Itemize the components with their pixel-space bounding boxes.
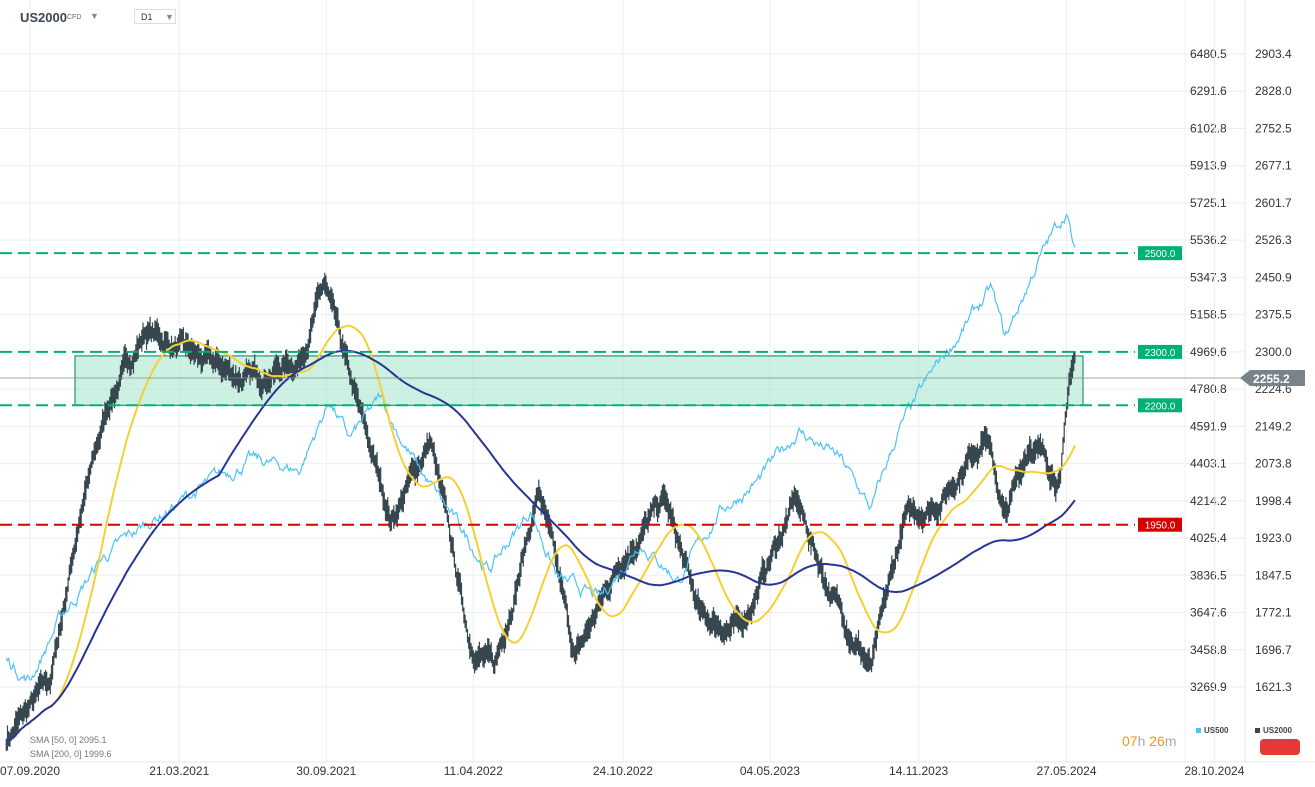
- right-axis-tick: 2752.5: [1255, 121, 1292, 135]
- symbol-type: CFD: [67, 14, 82, 21]
- x-axis-tick: 04.05.2023: [740, 764, 800, 778]
- right-axis-tick: 2903.4: [1255, 47, 1292, 61]
- left-axis-tick: 3647.6: [1190, 606, 1227, 620]
- left-axis-tick: 4214.2: [1190, 494, 1227, 508]
- symbol-name[interactable]: US2000: [20, 10, 67, 25]
- sma50-legend[interactable]: SMA [50, 0] 2095.1: [30, 735, 107, 745]
- left-axis-tick: 5347.3: [1190, 270, 1227, 284]
- level-label: 2200.0: [1145, 401, 1176, 412]
- level-label: 1950.0: [1145, 521, 1176, 532]
- left-axis-tick: 4780.8: [1190, 382, 1227, 396]
- level-label: 2300.0: [1145, 348, 1176, 359]
- left-axis-tick: 6102.8: [1190, 121, 1227, 135]
- left-axis-tick: 6480.5: [1190, 47, 1227, 61]
- chart-header: US2000 CFD ▼ D1 ▼: [0, 0, 1315, 32]
- legend-us2000[interactable]: US2000: [1255, 726, 1292, 735]
- left-axis-tick: 3836.5: [1190, 568, 1227, 582]
- left-axis-tick: 4025.4: [1190, 531, 1227, 545]
- level-badge: [1138, 398, 1182, 413]
- level-badge: [1138, 517, 1182, 532]
- right-axis-tick: 2601.7: [1255, 196, 1292, 210]
- x-axis-tick: 30.09.2021: [296, 764, 356, 778]
- chevron-down-icon: ▼: [165, 12, 174, 22]
- right-axis-tick: 2375.5: [1255, 308, 1292, 322]
- left-axis-tick: 5913.9: [1190, 159, 1227, 173]
- right-axis-tick: 2149.2: [1255, 419, 1292, 433]
- right-axis-tick: 2526.3: [1255, 233, 1292, 247]
- right-axis-tick: 2300.0: [1255, 345, 1292, 359]
- x-axis-tick: 07.09.2020: [0, 764, 60, 778]
- left-axis-tick: 3458.8: [1190, 643, 1227, 657]
- level-badge: [1138, 344, 1182, 359]
- left-axis-tick: 5158.5: [1190, 308, 1227, 322]
- x-axis-tick: 14.11.2023: [889, 764, 948, 778]
- right-axis-tick: 1696.7: [1255, 643, 1292, 657]
- left-axis-tick: 4403.1: [1190, 457, 1227, 471]
- left-axis-tick: 3269.9: [1190, 680, 1227, 694]
- legend-us500[interactable]: US500: [1196, 726, 1228, 735]
- sell-button[interactable]: [1260, 739, 1300, 755]
- left-axis-tick: 6291.6: [1190, 84, 1227, 98]
- sma200-legend[interactable]: SMA [200, 0] 1999.6: [30, 749, 112, 759]
- left-axis-tick: 5536.2: [1190, 233, 1227, 247]
- timeframe-value: D1: [141, 12, 153, 22]
- candle-timer: 07h 26m: [1122, 733, 1177, 749]
- right-axis-tick: 1621.3: [1255, 680, 1292, 694]
- left-axis-tick: 4591.9: [1190, 419, 1227, 433]
- level-badge: [1138, 246, 1182, 261]
- timeframe-select[interactable]: D1 ▼: [134, 9, 176, 24]
- us2000-swatch: [1255, 728, 1260, 734]
- x-axis-tick: 28.10.2024: [1184, 764, 1244, 778]
- us500-line: [5, 213, 1076, 683]
- current-price-badge: [1240, 370, 1305, 387]
- us2000-candles: [5, 272, 1076, 752]
- x-axis-tick: 21.03.2021: [149, 764, 209, 778]
- right-axis-tick: 1923.0: [1255, 531, 1292, 545]
- right-axis-tick: 2677.1: [1255, 159, 1292, 173]
- sma200-line: [5, 349, 1076, 746]
- sma50-line: [5, 324, 1076, 746]
- left-axis-tick: 5725.1: [1190, 196, 1227, 210]
- right-axis-tick: 2828.0: [1255, 84, 1292, 98]
- left-axis-tick: 4969.6: [1190, 345, 1227, 359]
- x-axis-tick: 24.10.2022: [593, 764, 653, 778]
- right-axis-tick: 1847.5: [1255, 568, 1292, 582]
- right-axis-tick: 2073.8: [1255, 457, 1292, 471]
- current-price-label: 2255.2: [1253, 372, 1290, 386]
- right-axis-tick: 2450.9: [1255, 270, 1292, 284]
- x-axis-tick: 11.04.2022: [444, 764, 503, 778]
- level-label: 2500.0: [1145, 249, 1176, 260]
- right-axis-tick: 1998.4: [1255, 494, 1292, 508]
- us500-swatch: [1196, 728, 1201, 734]
- right-axis-tick: 1772.1: [1255, 606, 1292, 620]
- symbol-dropdown-icon[interactable]: ▼: [90, 11, 99, 21]
- x-axis-tick: 27.05.2024: [1036, 764, 1096, 778]
